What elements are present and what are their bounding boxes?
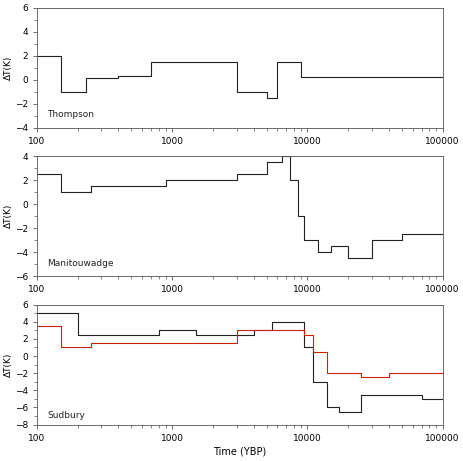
Y-axis label: ΔT(K): ΔT(K) — [4, 204, 13, 228]
Text: Sudbury: Sudbury — [47, 411, 85, 420]
Y-axis label: ΔT(K): ΔT(K) — [4, 353, 13, 377]
Text: Thompson: Thompson — [47, 110, 94, 119]
X-axis label: Time (YBP): Time (YBP) — [213, 447, 266, 457]
Y-axis label: ΔT(K): ΔT(K) — [4, 55, 13, 80]
Text: Manitouwadge: Manitouwadge — [47, 259, 113, 268]
